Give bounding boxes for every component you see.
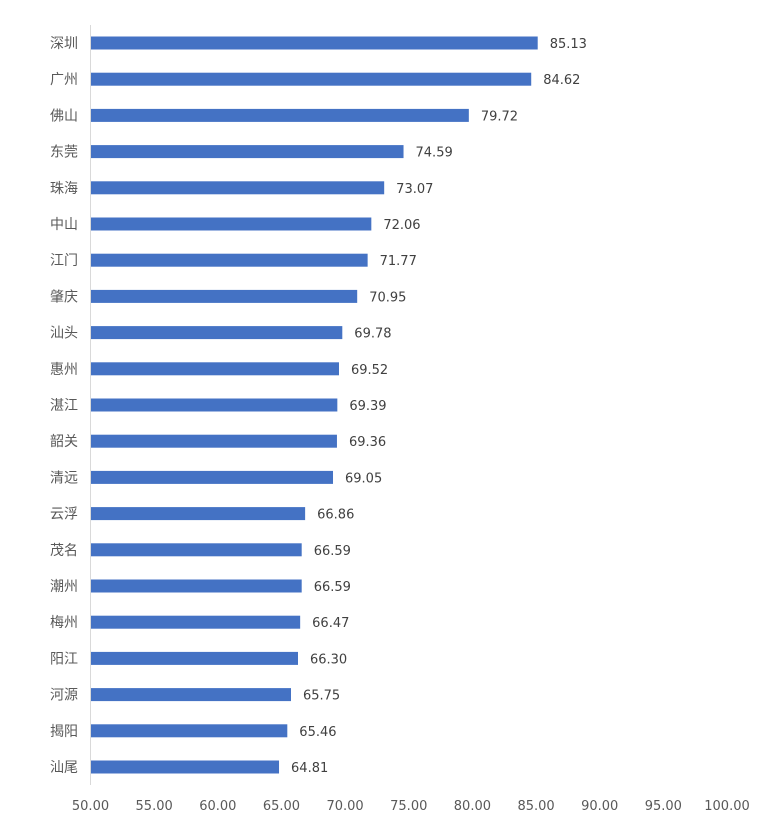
bar [91, 217, 372, 231]
category-label: 江门 [50, 253, 78, 269]
bar [91, 36, 538, 50]
value-label: 66.86 [317, 508, 354, 523]
x-tick-label: 60.00 [199, 799, 236, 814]
value-label: 66.30 [310, 652, 347, 667]
bar [91, 289, 358, 303]
value-label: 69.78 [354, 327, 391, 342]
category-label: 潮州 [50, 579, 78, 595]
value-label: 65.46 [299, 725, 336, 740]
category-label: 茂名 [50, 542, 78, 559]
value-label: 73.07 [396, 182, 433, 197]
bar [91, 181, 385, 195]
x-tick-label: 100.00 [704, 799, 750, 814]
x-tick-label: 90.00 [581, 799, 618, 814]
category-label: 河源 [50, 688, 78, 704]
x-tick-label: 95.00 [645, 799, 682, 814]
value-label: 69.52 [351, 363, 388, 378]
x-tick-label: 65.00 [263, 799, 300, 814]
bar [91, 507, 306, 521]
value-label: 74.59 [416, 146, 453, 161]
x-tick-label: 85.00 [517, 799, 554, 814]
bar [91, 724, 288, 738]
bar [91, 615, 301, 629]
value-label: 64.81 [291, 761, 328, 776]
bar [91, 253, 368, 267]
category-label: 汕尾 [50, 760, 78, 776]
x-tick-label: 70.00 [326, 799, 363, 814]
x-tick-label: 50.00 [72, 799, 109, 814]
bar [91, 145, 404, 159]
category-label: 珠海 [50, 181, 78, 197]
x-tick-label: 80.00 [454, 799, 491, 814]
category-label: 云浮 [50, 507, 78, 523]
bar [91, 362, 339, 376]
bar [91, 434, 337, 448]
category-label: 惠州 [50, 362, 78, 378]
value-label: 69.05 [345, 471, 382, 486]
value-label: 69.36 [349, 435, 386, 450]
value-label: 70.95 [369, 290, 406, 305]
bar [91, 651, 298, 665]
category-label: 中山 [50, 217, 78, 233]
category-label: 佛山 [50, 108, 78, 124]
bar [91, 579, 302, 593]
bar [91, 108, 469, 122]
value-label: 65.75 [303, 689, 340, 704]
value-label: 84.62 [543, 73, 580, 88]
category-label: 湛江 [50, 398, 78, 414]
x-tick-label: 75.00 [390, 799, 427, 814]
category-label: 东莞 [50, 145, 78, 161]
value-label: 66.59 [314, 544, 351, 559]
value-label: 66.59 [314, 580, 351, 595]
category-label: 肇庆 [50, 289, 78, 305]
bar [91, 72, 532, 86]
bar [91, 760, 280, 774]
category-label: 阳江 [50, 651, 78, 667]
category-label: 梅州 [50, 615, 78, 631]
category-label: 韶关 [50, 434, 78, 450]
value-label: 69.39 [349, 399, 386, 414]
bar [91, 398, 338, 412]
value-label: 71.77 [380, 254, 417, 269]
bar [91, 470, 334, 484]
category-label: 广州 [50, 72, 78, 88]
bar [91, 543, 302, 557]
category-label: 揭阳 [50, 724, 78, 740]
value-label: 66.47 [312, 616, 349, 631]
category-label: 汕头 [50, 326, 78, 342]
bar [91, 688, 291, 702]
x-tick-label: 55.00 [136, 799, 173, 814]
category-label: 清远 [50, 470, 78, 486]
value-label: 72.06 [383, 218, 420, 233]
bar [91, 326, 343, 340]
value-label: 85.13 [550, 37, 587, 52]
category-label: 深圳 [50, 36, 78, 52]
value-label: 79.72 [481, 109, 518, 124]
